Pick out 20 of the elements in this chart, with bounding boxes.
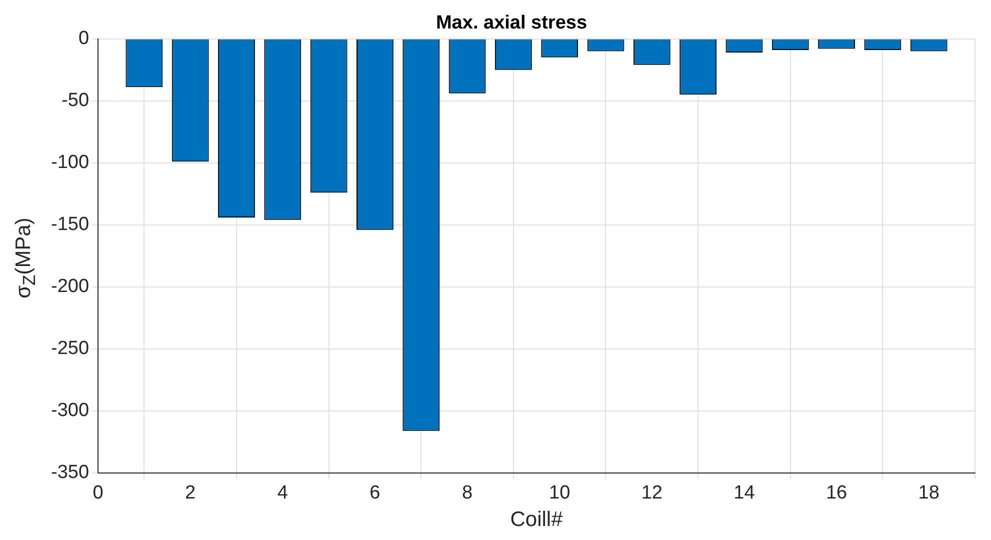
x-tick-label: 16 <box>826 482 848 504</box>
y-tick-label: -350 <box>50 462 90 484</box>
x-tick-label: 14 <box>734 482 756 504</box>
y-tick-label: 0 <box>78 28 90 50</box>
y-tick-label: -100 <box>50 152 90 174</box>
y-tick-label: -250 <box>50 338 90 360</box>
chart-title: Max. axial stress <box>436 12 588 34</box>
x-tick-label: 8 <box>462 482 473 504</box>
x-tick-label: 6 <box>370 482 380 504</box>
x-axis-title: Coill# <box>510 508 564 532</box>
y-tick-label: -150 <box>50 214 90 236</box>
x-tick-label: 12 <box>641 482 662 504</box>
x-tick-label: 4 <box>277 482 288 504</box>
y-tick-label: -50 <box>62 90 90 112</box>
x-tick-label: 0 <box>92 482 104 504</box>
x-tick-label: 18 <box>918 482 940 504</box>
y-tick-label: -300 <box>50 400 90 422</box>
x-tick-label: 2 <box>185 482 196 504</box>
x-tick-label: 10 <box>549 482 570 504</box>
y-tick-label: -200 <box>50 276 90 298</box>
